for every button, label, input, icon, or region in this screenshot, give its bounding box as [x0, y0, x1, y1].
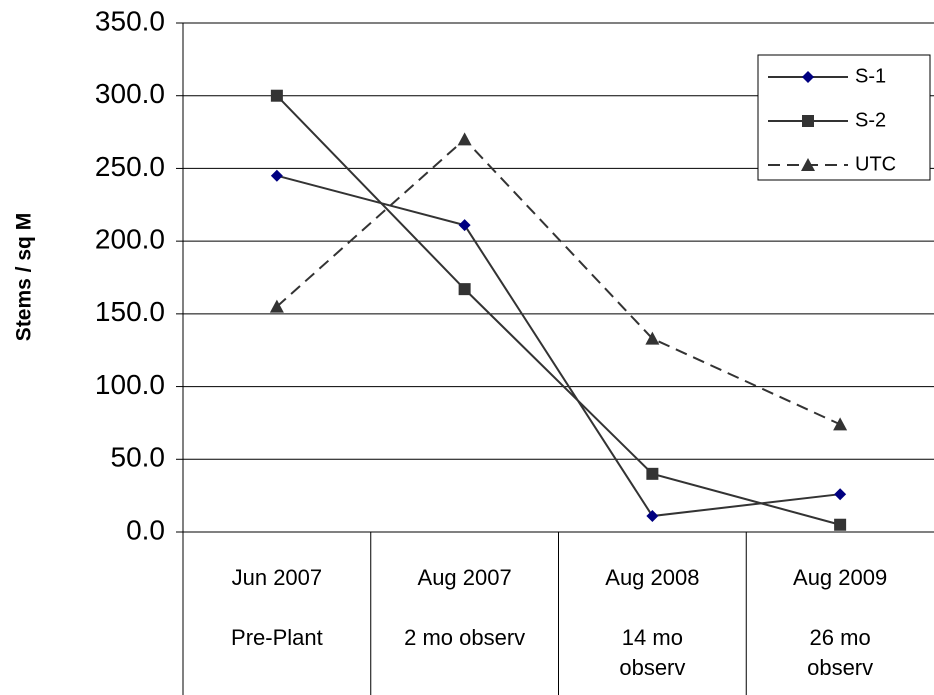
marker [270, 169, 283, 182]
marker [801, 158, 815, 171]
marker [833, 417, 848, 431]
marker [270, 89, 283, 102]
x-sublabel: 14 mo observ [619, 625, 686, 680]
marker [458, 219, 471, 232]
y-axis-title: Stems / sq M [13, 213, 36, 341]
marker [834, 488, 847, 501]
marker [645, 331, 660, 345]
series-line [276, 137, 841, 426]
y-tick-label: 250.0 [95, 151, 165, 182]
x-tick-label: Aug 2009 [793, 565, 887, 590]
marker [646, 510, 659, 523]
marker [802, 71, 814, 83]
series-line [276, 174, 841, 518]
y-tick-label: 50.0 [111, 442, 166, 473]
x-sublabel: 2 mo observ [404, 625, 526, 650]
marker [458, 283, 471, 296]
y-tick-label: 150.0 [95, 296, 165, 327]
x-tick-label: Jun 2007 [232, 565, 323, 590]
y-tick-label: 300.0 [95, 78, 165, 109]
y-tick-label: 100.0 [95, 369, 165, 400]
x-sublabel: Pre-Plant [231, 625, 323, 650]
marker [269, 299, 284, 313]
x-tick-label: Aug 2007 [418, 565, 512, 590]
legend-label: S-1 [855, 65, 886, 87]
legend-label: UTC [855, 153, 896, 175]
legend-box [757, 54, 931, 181]
marker [457, 132, 472, 146]
marker [834, 518, 847, 531]
x-tick-label: Aug 2008 [605, 565, 699, 590]
x-sublabel: 26 mo observ [807, 625, 874, 680]
marker [802, 115, 814, 127]
y-tick-label: 0.0 [126, 514, 165, 545]
series-line [276, 95, 841, 526]
y-tick-label: 200.0 [95, 224, 165, 255]
legend-label: S-2 [855, 109, 886, 131]
marker [646, 467, 659, 480]
y-tick-label: 350.0 [95, 5, 165, 36]
